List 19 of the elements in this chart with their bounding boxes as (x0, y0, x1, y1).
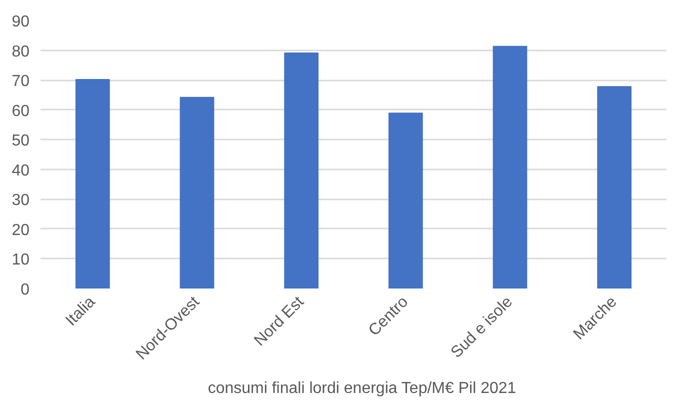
y-tick-label: 30 (12, 192, 30, 210)
x-tick-label: Sud e isole (448, 293, 516, 362)
bar (75, 78, 110, 288)
y-tick-label: 50 (12, 132, 30, 150)
y-tick-label: 80 (12, 43, 30, 60)
y-tick-label: 0 (20, 282, 30, 298)
y-tick-label: 60 (12, 102, 30, 120)
bar (180, 96, 214, 288)
y-tick-label: 90 (12, 14, 30, 30)
y-tick-label: 70 (12, 73, 30, 90)
bar (388, 112, 423, 288)
bar (492, 46, 528, 288)
bar (597, 86, 632, 288)
y-tick-label: 40 (12, 162, 30, 180)
bar (284, 52, 319, 288)
y-tick-label: 20 (12, 222, 30, 239)
text: consumi finali lordi energia Tep/M€ Pil 2021 (208, 380, 516, 398)
y-tick-label: 10 (12, 252, 30, 269)
x-tick-label: Italia (62, 293, 99, 330)
